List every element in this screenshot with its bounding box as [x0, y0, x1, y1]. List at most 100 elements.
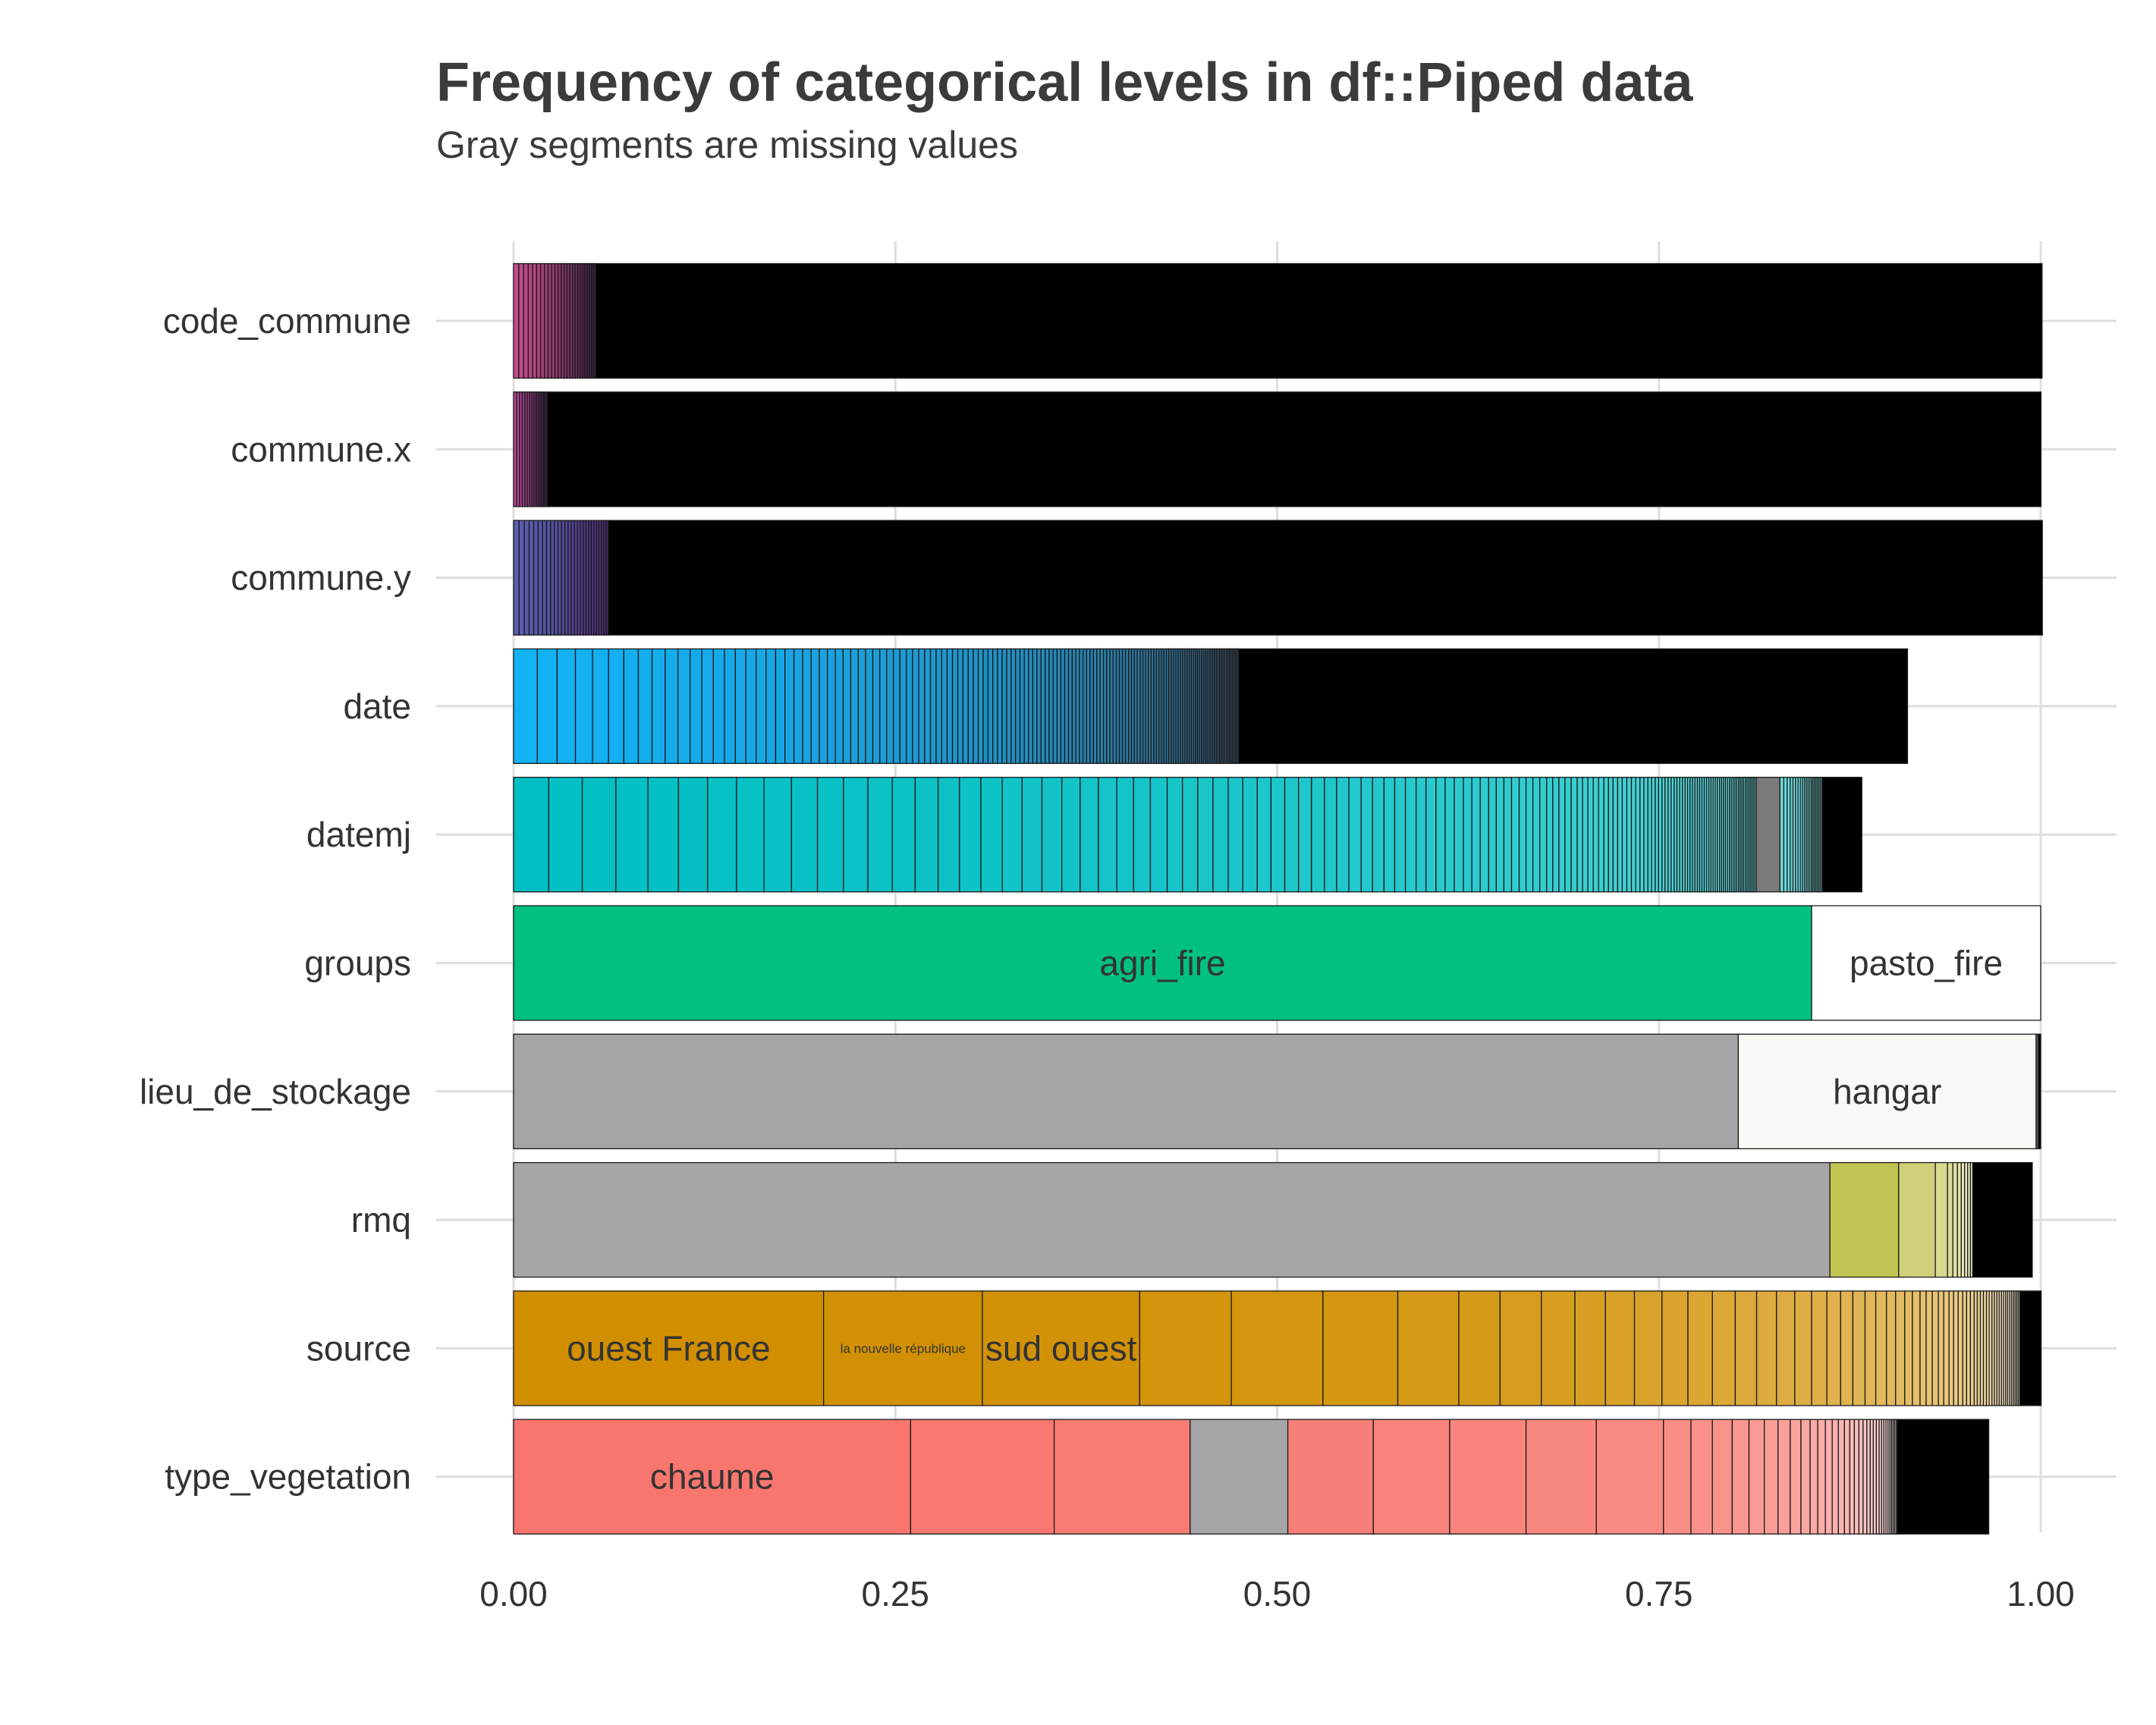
bar-segment — [1458, 1290, 1501, 1406]
bar-segment — [810, 648, 820, 765]
bar-segment — [532, 262, 538, 379]
bar-segment — [857, 648, 866, 765]
bar-segment — [1595, 1419, 1664, 1535]
y-tick-label: type_vegetation — [165, 1457, 411, 1497]
bar-segment — [1962, 1290, 1968, 1406]
bar-segment — [1032, 648, 1038, 765]
bar-segment — [548, 777, 583, 893]
bar-segment — [701, 648, 714, 765]
bar-segment — [1416, 777, 1427, 893]
bar-segment — [867, 777, 893, 893]
bar-segment — [1587, 777, 1594, 893]
bar-segment — [1028, 648, 1034, 765]
bar-segment — [1947, 1161, 1953, 1278]
x-tick-label: 0.75 — [1625, 1574, 1693, 1613]
bar-segment — [1608, 777, 1614, 893]
bar-segment — [1837, 1419, 1845, 1535]
bar-groups: agri_fire pasto_fire — [513, 905, 2041, 1021]
bar-segment — [1948, 1290, 1954, 1406]
bar-segment — [1061, 777, 1081, 893]
bar-segment — [1943, 1290, 1950, 1406]
bar-segment — [544, 262, 549, 379]
bar-commune.y — [513, 520, 2043, 636]
y-tick-label: source — [306, 1328, 411, 1368]
bar-segment — [1711, 1419, 1733, 1535]
bar-segment — [1082, 648, 1087, 765]
bar-segment — [1612, 777, 1619, 893]
bar-segment — [1875, 1290, 1887, 1406]
bar-segment — [1270, 777, 1286, 893]
bar-segment — [879, 648, 888, 765]
bar-segment — [1843, 1419, 1851, 1535]
bar-lieu_de_stockage: hangar — [513, 1033, 2041, 1149]
bar-segment — [513, 1161, 1831, 1278]
bar-segment — [1635, 777, 1641, 893]
bar-segment — [886, 648, 894, 765]
bar-segment — [1904, 1290, 1913, 1406]
x-tick-label: 0.25 — [861, 1574, 929, 1613]
bar-segment — [912, 648, 919, 765]
bar-segment — [1499, 1290, 1542, 1406]
bar-segment — [547, 262, 552, 379]
bar-segment — [1227, 777, 1243, 893]
bar-segment — [1287, 1419, 1374, 1535]
bar-segment — [1023, 648, 1029, 765]
bar-segment — [1510, 777, 1520, 893]
bar-segment — [1056, 648, 1062, 765]
bar-segment — [1052, 648, 1058, 765]
chart-title: Frequency of categorical levels in df::P… — [436, 52, 1693, 113]
bar-segment — [1655, 777, 1659, 893]
bar-segment — [1394, 777, 1406, 893]
bar-segment — [1643, 777, 1648, 893]
segment-label: agri_fire — [1099, 944, 1225, 983]
bar-segment — [1779, 777, 1785, 893]
bar-segment — [1525, 777, 1534, 893]
bar-segment — [935, 648, 942, 765]
bar-segment — [892, 648, 900, 765]
bar-segment — [1454, 777, 1464, 893]
bar-segment — [1518, 777, 1527, 893]
bar-segment — [982, 648, 989, 765]
bar-segment — [1626, 777, 1633, 893]
segment-label: hangar — [1833, 1072, 1941, 1111]
bar-segment — [1821, 777, 1862, 893]
bar-segment — [1067, 648, 1073, 765]
bar-segment — [539, 262, 545, 379]
bar-segment — [819, 648, 828, 765]
bar-segment — [1617, 777, 1623, 893]
bar-segment — [1149, 777, 1168, 893]
bar-segment — [992, 648, 998, 765]
bar-segment — [1036, 648, 1042, 765]
bar-segment — [937, 777, 960, 893]
bar-segment — [1687, 1290, 1713, 1406]
bar-segment — [1372, 1419, 1450, 1535]
bar-segment — [1690, 1419, 1713, 1535]
bar-segment — [967, 648, 974, 765]
bar-source: ouest France la nouvelle république sud ou… — [513, 1290, 2042, 1406]
y-tick-label: commune.y — [231, 558, 411, 598]
bar-segment — [1956, 1161, 1962, 1278]
bar-segment — [816, 777, 844, 893]
bar-segment — [1658, 777, 1663, 893]
bar-segment — [1133, 777, 1152, 893]
bar-segment — [623, 648, 640, 765]
bar-segment — [924, 648, 932, 765]
y-tick-label: rmq — [351, 1200, 411, 1240]
bar-segment — [1711, 1290, 1736, 1406]
bar-segment — [1800, 1419, 1811, 1535]
bar-segment — [1242, 777, 1258, 893]
bar-segment — [527, 262, 533, 379]
bar-segment — [513, 905, 1812, 1021]
bar-segment — [906, 648, 913, 765]
bar-segment — [1019, 648, 1025, 765]
bar-segment — [1952, 1161, 1958, 1278]
bar-segment — [1826, 1290, 1841, 1406]
bar-segment — [1960, 1161, 1966, 1278]
bar-segment — [1731, 1419, 1750, 1535]
bar-segment — [941, 648, 948, 765]
bar-segment — [1558, 777, 1566, 893]
bar-segment — [556, 648, 577, 765]
bar-segment — [1166, 777, 1183, 893]
bar-segment — [523, 262, 529, 379]
